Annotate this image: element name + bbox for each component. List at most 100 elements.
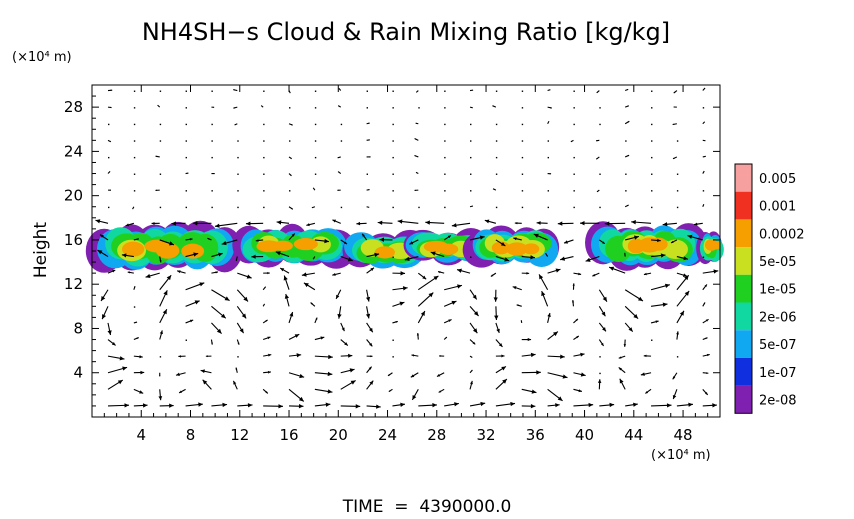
wind-arrow xyxy=(340,404,361,409)
wind-arrow xyxy=(236,289,249,302)
wind-arrow xyxy=(314,354,333,360)
wind-arrow xyxy=(133,107,136,109)
wind-arrow xyxy=(599,206,601,209)
wind-arrow xyxy=(236,322,245,334)
wind-arrow xyxy=(604,221,626,226)
wind-arrow xyxy=(521,90,524,92)
wind-arrow xyxy=(573,190,575,192)
wind-arrow xyxy=(185,123,187,126)
wind-arrow xyxy=(536,221,548,225)
wind-arrow xyxy=(495,156,498,159)
wind-arrow xyxy=(263,173,265,175)
wind-arrow xyxy=(410,372,419,378)
wind-arrow xyxy=(416,332,420,340)
wind-arrow xyxy=(366,173,368,175)
wind-arrow xyxy=(366,90,368,92)
wind-arrow xyxy=(624,88,629,92)
wind-arrow xyxy=(303,282,316,291)
wind-arrow xyxy=(547,388,563,402)
wind-arrow xyxy=(366,267,375,274)
wind-arrow xyxy=(560,255,574,261)
wind-arrow xyxy=(676,310,685,324)
wind-arrow xyxy=(495,173,498,175)
wind-arrow xyxy=(439,355,445,357)
cloud-patch xyxy=(696,231,724,265)
wind-arrow xyxy=(340,322,345,332)
wind-arrow xyxy=(469,89,474,92)
time-footer: TIME = 4390000.0 xyxy=(342,497,512,517)
wind-arrow xyxy=(595,156,600,160)
wind-arrow xyxy=(157,104,161,108)
colorbar-swatch xyxy=(735,302,752,331)
wind-arrow xyxy=(312,187,316,191)
wind-arrow xyxy=(533,233,548,241)
wind-arrow xyxy=(288,372,305,379)
cloud-blob xyxy=(491,241,511,255)
wind-arrow xyxy=(670,239,678,244)
wind-arrow xyxy=(495,354,505,358)
wind-arrow xyxy=(624,305,639,320)
cloud-blob xyxy=(272,240,293,252)
wind-arrow xyxy=(573,156,575,159)
wind-arrow xyxy=(599,239,606,245)
colorbar-swatch xyxy=(735,219,752,248)
wind-arrow xyxy=(415,122,419,125)
wind-arrow xyxy=(108,206,110,209)
y-tick-label: 24 xyxy=(64,142,83,160)
wind-arrow xyxy=(263,271,270,275)
y-tick-label: 12 xyxy=(64,275,83,293)
wind-arrow xyxy=(340,239,348,245)
wind-arrow xyxy=(284,293,290,307)
wind-arrow xyxy=(444,284,463,291)
wind-arrow xyxy=(573,352,585,357)
wind-arrow xyxy=(650,320,659,324)
wind-arrow xyxy=(211,90,213,92)
wind-arrow xyxy=(651,90,653,92)
wind-arrow xyxy=(211,305,227,319)
wind-arrow xyxy=(392,256,394,258)
wind-arrow xyxy=(237,206,239,209)
wind-arrow xyxy=(251,254,264,259)
colorbar-label: 1e-07 xyxy=(759,366,797,381)
cloud-patch xyxy=(585,221,708,271)
wind-arrow xyxy=(495,365,507,374)
wind-arrow xyxy=(673,106,677,108)
wind-arrow xyxy=(625,173,627,175)
wind-arrow xyxy=(340,256,353,262)
x-tick-label: 36 xyxy=(526,426,545,444)
cloud-blob xyxy=(438,243,459,255)
wind-arrow xyxy=(340,339,349,346)
wind-arrow xyxy=(521,388,537,394)
wind-arrow xyxy=(178,388,186,394)
wind-arrow xyxy=(598,339,605,347)
wind-arrow xyxy=(547,140,550,142)
wind-arrow xyxy=(397,219,419,224)
wind-arrow xyxy=(495,339,503,348)
wind-arrow xyxy=(159,173,162,175)
wind-arrow xyxy=(107,339,116,346)
wind-arrow xyxy=(547,331,559,340)
wind-arrow xyxy=(573,107,575,109)
wind-arrow xyxy=(185,319,194,324)
wind-arrow xyxy=(650,253,666,258)
wind-arrow xyxy=(676,206,679,209)
wind-arrow xyxy=(495,140,498,142)
wind-arrow xyxy=(619,378,626,390)
x-tick-label: 48 xyxy=(674,426,693,444)
wind-arrow xyxy=(340,380,356,390)
wind-arrow xyxy=(366,206,370,208)
wind-arrow xyxy=(573,388,583,393)
wind-arrow xyxy=(469,305,479,317)
wind-arrow xyxy=(470,123,472,126)
wind-arrow xyxy=(513,237,522,241)
wind-arrow xyxy=(338,88,342,91)
wind-arrow xyxy=(624,322,634,332)
wind-arrow xyxy=(237,190,239,192)
colorbar-swatch xyxy=(735,274,752,303)
wind-arrow xyxy=(443,319,452,324)
wind-arrow xyxy=(651,173,653,175)
wind-arrow xyxy=(133,306,136,308)
wind-arrow xyxy=(237,356,239,358)
wind-arrow xyxy=(469,355,473,358)
wind-arrow xyxy=(624,289,644,302)
